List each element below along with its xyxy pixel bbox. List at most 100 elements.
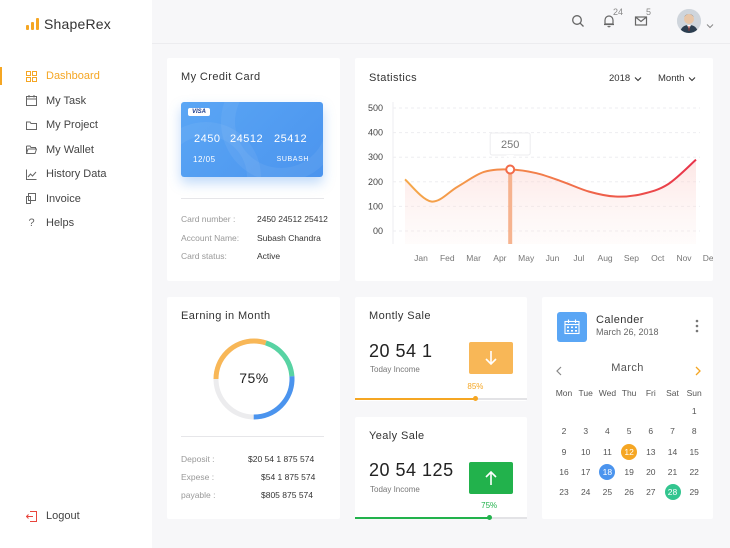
credit-card-panel: My Credit Card VISA 2450 24512 25412 12/…	[167, 58, 340, 281]
credit-card[interactable]: VISA 2450 24512 25412 12/05 SUBASH	[181, 102, 323, 177]
message-count: 5	[646, 7, 652, 17]
calendar-day[interactable]: 28	[664, 484, 681, 501]
calendar-day[interactable]: 17	[580, 466, 591, 477]
monthly-sale-caption: Today Income	[370, 365, 420, 374]
logout-button[interactable]: Logout	[25, 510, 80, 522]
logout-icon	[25, 510, 37, 522]
bell-icon[interactable]	[602, 14, 616, 28]
calendar-icon	[26, 95, 37, 107]
calendar-day[interactable]: 27	[646, 487, 656, 498]
arrow-up-icon	[469, 462, 513, 494]
period-dropdown[interactable]: Month	[658, 73, 696, 84]
arrow-down-icon	[469, 342, 513, 374]
divider	[181, 198, 324, 199]
sidebar-item-history-data[interactable]: History Data	[0, 162, 152, 187]
calendar-day[interactable]: 6	[648, 426, 654, 437]
sidebar-item-label: History Data	[46, 168, 107, 181]
calendar-day[interactable]: 9	[561, 446, 567, 457]
calendar-day[interactable]: 15	[689, 446, 699, 457]
calendar-day[interactable]: 23	[559, 487, 569, 498]
calendar-day[interactable]: 4	[605, 426, 610, 437]
x-tick-label: Nov	[676, 253, 692, 263]
calendar-day[interactable]: 11	[602, 446, 612, 457]
x-tick-label: Aug	[598, 253, 613, 263]
chevron-down-icon	[634, 76, 642, 81]
mail-icon[interactable]	[634, 14, 648, 28]
calendar-day[interactable]: 21	[667, 466, 678, 477]
monthly-sale-value: 20 54 1	[369, 341, 433, 361]
earning-donut	[213, 338, 295, 420]
weekday-label: Sat	[666, 388, 679, 398]
progress-fill	[355, 517, 490, 519]
search-icon[interactable]	[571, 14, 585, 28]
calendar-day[interactable]: 1	[691, 406, 697, 416]
calendar-day[interactable]: 20	[646, 466, 656, 477]
calendar-day[interactable]: 14	[667, 446, 678, 457]
credit-card-title: My Credit Card	[181, 71, 261, 83]
next-month-button[interactable]	[694, 363, 702, 381]
app-logo[interactable]: ShapeRex	[26, 16, 111, 32]
progress-dot	[472, 396, 478, 401]
calendar-day[interactable]: 13	[646, 446, 656, 457]
sidebar-item-my-project[interactable]: My Project	[0, 113, 152, 138]
weekday-label: Thu	[621, 388, 637, 398]
sidebar-item-invoice[interactable]: Invoice	[0, 187, 152, 212]
series-area	[405, 159, 696, 244]
x-tick-label: Fed	[440, 253, 455, 263]
sidebar-item-helps[interactable]: ? Helps	[0, 211, 152, 236]
card-number-part: 24512	[230, 133, 264, 145]
weekday-label: Fri	[645, 388, 656, 398]
calendar-day[interactable]: 3	[583, 426, 589, 437]
calendar-day[interactable]: 8	[691, 426, 697, 437]
folder-open-icon	[26, 144, 37, 155]
top-bar: 24 5	[152, 0, 730, 44]
y-tick-label: 500	[368, 103, 383, 113]
calendar-day[interactable]: 25	[602, 487, 613, 498]
calendar-day[interactable]: 7	[670, 426, 675, 437]
visa-logo: VISA	[188, 108, 211, 116]
y-tick-label: 200	[368, 177, 383, 187]
calendar-day[interactable]: 24	[580, 487, 591, 498]
chevron-down-icon[interactable]	[706, 17, 714, 29]
sidebar-item-dashboard[interactable]: Dashboard	[0, 64, 152, 89]
divider	[181, 436, 324, 437]
calendar-day[interactable]: 22	[689, 466, 699, 477]
calendar-day[interactable]: 12	[621, 443, 638, 460]
calendar-day[interactable]: 18	[599, 463, 616, 480]
chevron-right-icon	[695, 366, 701, 376]
progress-dot	[486, 515, 492, 520]
donut-segment	[213, 338, 295, 420]
invoice-icon	[26, 193, 37, 205]
avatar[interactable]	[677, 9, 701, 33]
x-tick-label: Apr	[493, 253, 506, 263]
more-vertical-icon[interactable]	[695, 319, 699, 340]
calendar-date: March 26, 2018	[596, 327, 659, 337]
calendar-day[interactable]: 26	[624, 487, 634, 498]
calendar-icon	[557, 312, 587, 342]
statistics-title: Statistics	[369, 72, 418, 84]
sidebar-item-label: My Wallet	[46, 143, 94, 156]
year-dropdown[interactable]: 2018	[609, 73, 642, 84]
calendar-day[interactable]: 2	[561, 426, 567, 437]
sidebar-item-my-task[interactable]: My Task	[0, 89, 152, 114]
calendar-day[interactable]: 19	[624, 466, 634, 477]
earning-percent: 75%	[239, 370, 269, 386]
sidebar-item-my-wallet[interactable]: My Wallet	[0, 138, 152, 163]
x-tick-label: Jul	[573, 253, 584, 263]
earning-title: Earning in Month	[181, 310, 271, 322]
prev-month-button[interactable]	[555, 363, 563, 381]
logout-label: Logout	[46, 510, 80, 522]
monthly-sale-panel: Montly Sale 20 54 1 Today Income 85%	[355, 297, 527, 401]
calendar-day[interactable]: 10	[580, 446, 591, 457]
sidebar-item-label: Dashboard	[46, 70, 100, 83]
calendar-day[interactable]: 5	[626, 426, 632, 437]
yearly-sale-percent: 75%	[481, 501, 498, 510]
tooltip-arrow	[506, 155, 515, 159]
yearly-sale-caption: Today Income	[370, 485, 420, 494]
calendar-day[interactable]: 29	[689, 487, 699, 498]
yearly-sale-progress	[355, 515, 527, 520]
folder-icon	[26, 120, 37, 131]
calendar-day[interactable]: 16	[559, 466, 569, 477]
x-tick-label: Jan	[414, 253, 428, 263]
sidebar-nav: Dashboard My Task My Project My Wallet H…	[0, 64, 152, 236]
